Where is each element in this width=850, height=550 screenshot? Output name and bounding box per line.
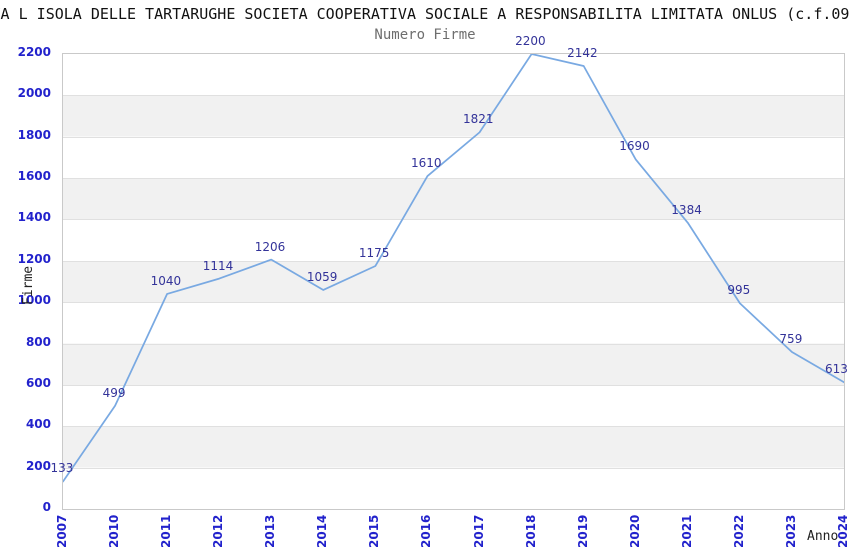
x-tick-label: 2022 — [731, 514, 746, 548]
x-axis-title: Anno — [807, 529, 839, 544]
x-tick-label: 2007 — [55, 514, 69, 548]
x-tick-label: 2017 — [471, 514, 486, 548]
y-tick-label: 600 — [25, 375, 51, 390]
data-point-label: 759 — [779, 332, 803, 347]
x-tick-label: 2013 — [263, 514, 278, 548]
alt-band — [63, 95, 844, 137]
plot-area — [62, 53, 845, 510]
y-tick-label: 1600 — [17, 169, 51, 184]
y-tick-label: 1000 — [17, 293, 51, 308]
y-tick-label: 1800 — [17, 127, 51, 142]
alt-band — [63, 260, 844, 303]
x-tick-label: 2014 — [315, 514, 330, 548]
y-tick-label: 800 — [25, 334, 51, 349]
data-series-line — [63, 54, 844, 483]
alt-band — [63, 343, 844, 385]
x-tick-label: 2018 — [523, 514, 538, 548]
chart-title: VA L ISOLA DELLE TARTARUGHE SOCIETA COOP… — [0, 5, 850, 23]
x-tick-label: 2012 — [211, 514, 226, 548]
data-point-label: 1059 — [306, 269, 338, 284]
y-tick-label: 2200 — [17, 45, 51, 59]
data-point-label: 613 — [825, 362, 848, 377]
y-tick-label: 1200 — [17, 251, 51, 266]
y-tick-label: 1400 — [17, 210, 51, 225]
data-point-label: 1040 — [150, 273, 182, 288]
data-point-label: 133 — [50, 461, 74, 476]
x-tick-label: 2010 — [107, 514, 122, 548]
data-point-label: 1384 — [671, 202, 702, 217]
y-tick-label: 2000 — [17, 86, 51, 101]
data-point-label: 499 — [102, 385, 126, 400]
data-point-label: 1610 — [410, 156, 442, 171]
x-tick-label: 2015 — [367, 514, 382, 548]
alt-band — [63, 426, 844, 468]
x-tick-label: 2023 — [783, 514, 798, 548]
data-point-label: 2200 — [515, 34, 546, 48]
x-tick-label: 2016 — [419, 514, 434, 548]
data-point-label: 2142 — [567, 45, 598, 60]
data-point-label: 1114 — [202, 258, 234, 273]
data-point-label: 995 — [727, 283, 751, 298]
line-chart-svg — [63, 54, 844, 483]
chart-subtitle: Numero Firme — [374, 27, 476, 43]
x-tick-label: 2011 — [159, 514, 174, 548]
x-tick-label: 2020 — [627, 514, 642, 548]
data-point-label: 1175 — [358, 245, 390, 260]
y-tick-label: 0 — [42, 500, 51, 514]
chart-title-wrap: VA L ISOLA DELLE TARTARUGHE SOCIETA COOP… — [0, 5, 850, 25]
y-tick-label: 400 — [25, 417, 51, 432]
data-point-label: 1690 — [619, 139, 650, 154]
alt-band — [63, 178, 844, 220]
y-tick-label: 200 — [25, 458, 51, 473]
data-point-label: 1821 — [463, 112, 494, 127]
y-axis-title: Firme — [21, 265, 36, 305]
x-tick-label: 2019 — [575, 514, 590, 548]
data-point-label: 1206 — [254, 239, 286, 254]
x-tick-label: 2021 — [679, 514, 694, 548]
